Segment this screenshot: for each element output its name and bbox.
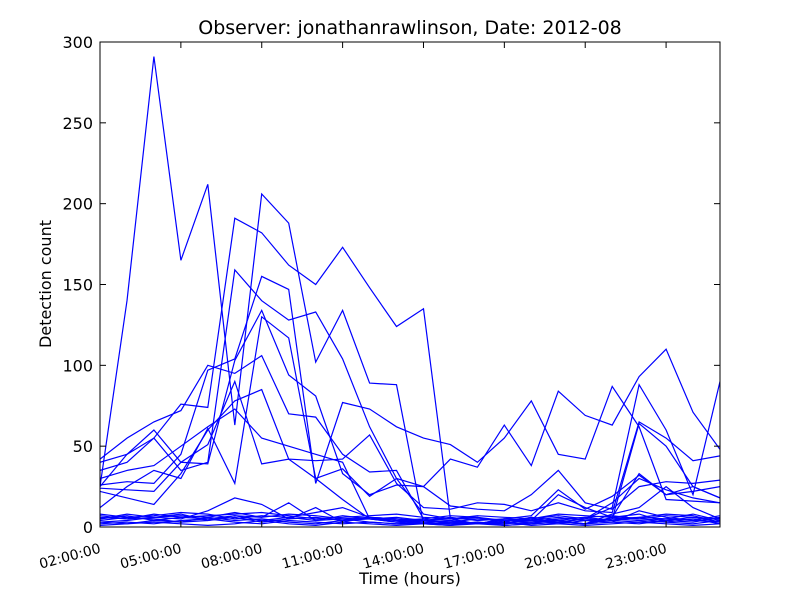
- series-line-16: [100, 515, 720, 523]
- x-axis-title: Time (hours): [358, 569, 461, 588]
- series-line-2: [100, 217, 720, 525]
- y-tick-label-0: 0: [83, 518, 93, 537]
- y-tick-label-150: 150: [62, 276, 93, 295]
- y-tick-label-100: 100: [62, 356, 93, 375]
- series-line-6: [100, 309, 720, 512]
- series-line-4: [100, 275, 720, 504]
- series-line-15: [100, 511, 720, 520]
- y-axis-title: Detection count: [36, 220, 55, 348]
- series-line-20: [100, 515, 720, 523]
- chart-title: Observer: jonathanrawlinson, Date: 2012-…: [198, 17, 622, 39]
- series-line-1: [100, 56, 720, 527]
- series-line-7: [100, 315, 720, 522]
- series-line-17: [100, 519, 720, 527]
- series-line-18: [100, 513, 720, 522]
- y-tick-label-250: 250: [62, 114, 93, 133]
- y-tick-label-50: 50: [73, 437, 93, 456]
- y-axis-ticks: 0 50 100 150 200 250 300: [62, 33, 720, 537]
- y-tick-label-300: 300: [62, 33, 93, 52]
- plot-area: [100, 56, 720, 527]
- series-lines: [100, 56, 720, 527]
- y-tick-label-200: 200: [62, 195, 93, 214]
- series-line-8: [100, 354, 720, 525]
